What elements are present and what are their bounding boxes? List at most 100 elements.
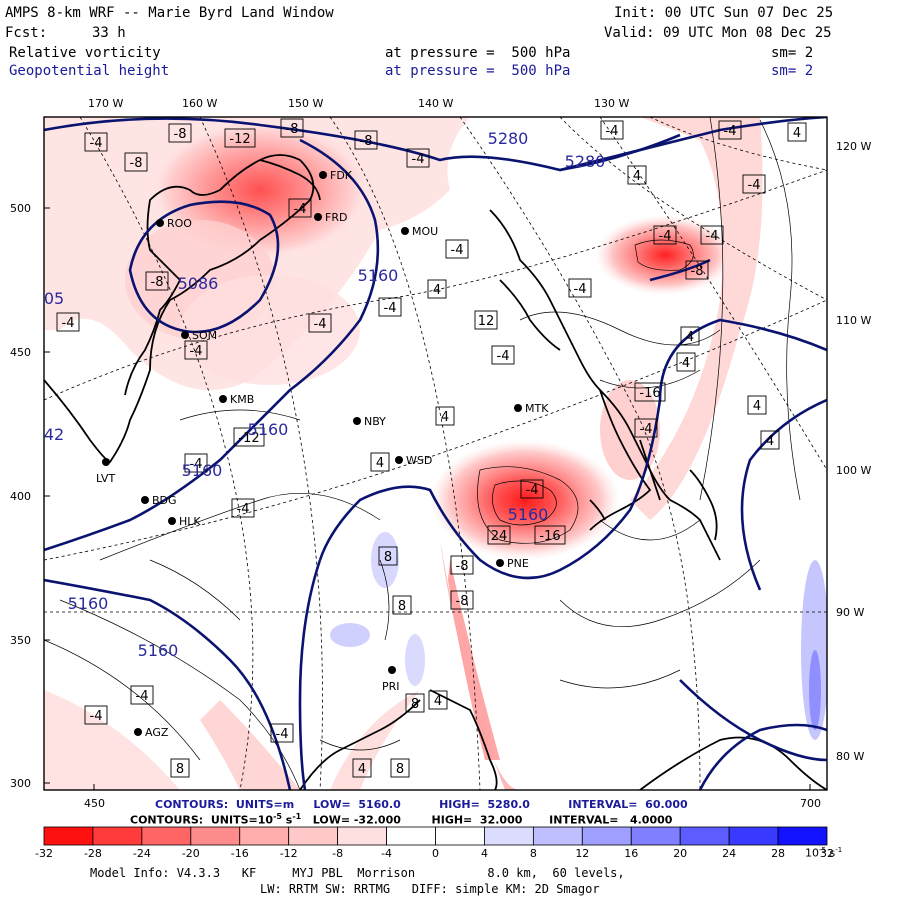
vorticity-label: -4 [718, 120, 742, 140]
svg-text:4: 4 [433, 283, 441, 298]
svg-text:-4: -4 [724, 124, 737, 139]
vorticity-label: -8 [450, 555, 474, 575]
vorticity-label: -4 [491, 345, 515, 365]
colorbar-units: 10-5 s-1 [805, 846, 843, 860]
top-lon-label: 170 W [88, 97, 124, 110]
station-marker: HLK [168, 515, 201, 528]
station-marker: FDK [319, 169, 353, 182]
vorticity-label: -12 [224, 128, 256, 148]
svg-text:-4: -4 [190, 457, 203, 472]
right-lon-label: 110 W [836, 314, 872, 327]
vorticity-label: -4 [700, 225, 724, 245]
station-marker: ROO [156, 217, 192, 230]
colorbar-segment [337, 826, 387, 846]
colorbar-segment [141, 826, 192, 846]
height-contours [44, 117, 827, 790]
vorticity-label: 24 [487, 525, 511, 545]
top-lon-label: 130 W [594, 97, 630, 110]
svg-text:-8: -8 [130, 156, 143, 171]
colorbar-segment [190, 826, 241, 846]
svg-text:-4: -4 [384, 301, 397, 316]
svg-text:4: 4 [753, 399, 761, 414]
vorticity-label-group: -8 -12 -8 -8 -4 -8 -4 -4 -8 -4 -4 -4 -4 -4 -4 -4 -16 -8 -4… [56, 118, 807, 778]
svg-text:4: 4 [441, 410, 449, 425]
vorticity-label: -4 [270, 723, 294, 743]
svg-text:-8: -8 [151, 275, 164, 290]
station-marker: LVT [96, 458, 115, 485]
vorticity-label: 8 [170, 758, 190, 778]
colorbar-segment [728, 826, 779, 846]
colorbar-tick-label: 0 [432, 847, 439, 860]
physics-info: LW: RRTM SW: RRTMG DIFF: simple KM: 2D S… [260, 882, 600, 896]
svg-text:-4: -4 [606, 124, 619, 139]
vorticity-label: -4 [184, 453, 208, 473]
svg-text:-4: -4 [706, 229, 719, 244]
init-time: Init: 00 UTC Sun 07 Dec 25 [614, 5, 834, 21]
svg-text:-8: -8 [286, 122, 299, 137]
svg-text:-8: -8 [691, 264, 704, 279]
svg-text:-4: -4 [136, 689, 149, 704]
svg-text:-16: -16 [639, 386, 660, 401]
height-label-group: 5280 5280 5160 5086 5160 5160 5160 5160 5160 05 42 [44, 129, 606, 660]
svg-text:24: 24 [491, 529, 508, 544]
svg-text:-8: -8 [360, 134, 373, 149]
svg-text:-4: -4 [497, 349, 510, 364]
vorticity-label: -8 [685, 260, 709, 280]
colorbar [43, 826, 828, 846]
svg-text:8: 8 [411, 697, 419, 712]
vorticity-label: -4 [406, 148, 430, 168]
top-lon-label: 150 W [288, 97, 324, 110]
svg-text:BDG: BDG [152, 494, 177, 507]
vorticity-label: 4 [627, 165, 647, 185]
svg-text:-4: -4 [62, 316, 75, 331]
svg-text:KMB: KMB [230, 393, 254, 406]
svg-text:-4: -4 [237, 502, 250, 517]
height-contour-label: 5160 [68, 594, 109, 613]
svg-text:-4: -4 [451, 243, 464, 258]
svg-text:LVT: LVT [96, 472, 115, 485]
vorticity-label: -4 [653, 225, 677, 245]
vorticity-label: -4 [308, 313, 332, 333]
height-contour-label: 05 [44, 289, 64, 308]
low-center-5086 [128, 200, 280, 334]
svg-text:-4: -4 [314, 317, 327, 332]
field1-smoothing: sm= 2 [771, 45, 814, 61]
vorticity-label: 8 [378, 546, 398, 566]
colorbar-segment [435, 826, 485, 846]
svg-text:PRI: PRI [382, 680, 400, 693]
colorbar-tick-label: -32 [35, 847, 53, 860]
svg-text:-8: -8 [456, 594, 469, 609]
vorticity-label: 4 [427, 279, 447, 299]
station-marker: MTK [514, 402, 549, 415]
vorticity-label: -4 [231, 498, 255, 518]
height-contour-label: 5160 [508, 505, 549, 524]
vorticity-label: 4 [787, 122, 807, 142]
vorticity-label: -8 [124, 152, 148, 172]
colorbar-tick-label: -4 [381, 847, 393, 860]
height-contour-label: 5280 [565, 152, 606, 171]
colorbar-tick-label: 4 [480, 847, 488, 860]
colorbar-tick-label: 12 [575, 847, 590, 860]
svg-text:-4: -4 [90, 709, 103, 724]
colorbar-tick-label: -24 [132, 847, 151, 860]
colorbar-segment [43, 826, 94, 846]
colorbar-tick-label: -8 [332, 847, 344, 860]
vorticity-label: 12 [474, 310, 498, 330]
svg-text:8: 8 [176, 762, 184, 777]
field2-smoothing: sm= 2 [771, 63, 814, 79]
vorticity-label: 8 [392, 595, 412, 615]
vorticity-label: -4 [445, 239, 469, 259]
vorticity-label: -4 [742, 174, 766, 194]
svg-text:-8: -8 [174, 127, 187, 142]
svg-text:FRD: FRD [325, 211, 347, 224]
right-lon-label: 100 W [836, 464, 872, 477]
left-axis-label: 350 [10, 634, 31, 647]
svg-text:4: 4 [793, 126, 801, 141]
svg-text:WSD: WSD [406, 454, 432, 467]
field1-name: Relative vorticity [9, 45, 161, 61]
left-axis-label: 500 [10, 202, 31, 215]
field2-name: Geopotential height [9, 63, 170, 79]
vorticity-contour-info: CONTOURS: UNITS=10-5 s-1 LOW= -32.000 HI… [130, 812, 673, 827]
vorticity-label: -4 [288, 198, 312, 218]
